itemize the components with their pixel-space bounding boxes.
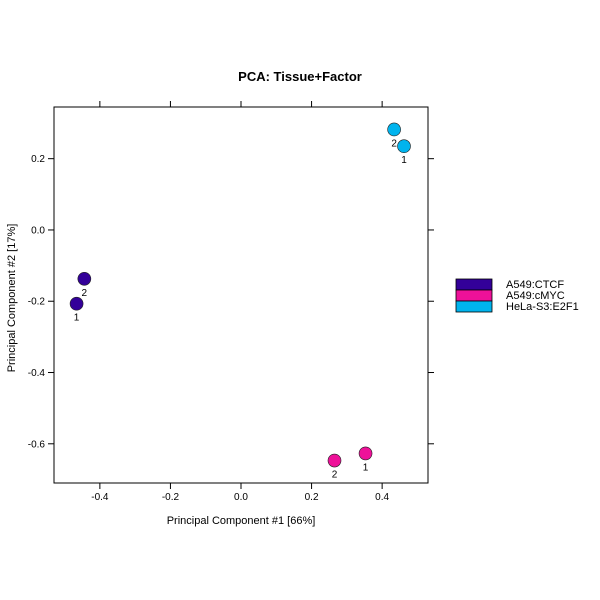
x-tick-label: -0.2 [162, 492, 180, 503]
point-label: 2 [82, 288, 88, 299]
point-label: 1 [74, 313, 80, 324]
point-label: 2 [332, 470, 338, 481]
point-label: 2 [391, 138, 397, 149]
scatter-point [77, 271, 92, 286]
legend-swatch [455, 300, 493, 313]
scatter-point [397, 139, 411, 154]
point-label: 1 [363, 462, 369, 473]
y-axis-ticks: -0.6 -0.4 -0.2 0.0 0.2 [28, 154, 434, 450]
x-tick-label: -0.4 [91, 492, 109, 503]
plot-frame [53, 106, 429, 484]
x-tick-label: 0.2 [305, 492, 319, 503]
legend-label: A549:cMYC [506, 290, 565, 302]
legend-swatch [455, 289, 493, 302]
plot-area: -0.4 -0.2 0.0 0.2 0.4 -0.6-0.4-0.20.00.2 121… [28, 101, 434, 503]
y-axis-label: Principal Component #2 [17%] [6, 224, 18, 373]
point-label: 1 [401, 155, 407, 166]
y-tick-label: -0.4 [28, 368, 46, 379]
scatter-point [358, 446, 373, 461]
legend-swatch [455, 278, 493, 291]
legend-label: A549:CTCF [506, 279, 564, 291]
legend-label: HeLa-S3:E2F1 [506, 301, 579, 313]
scatter-point [387, 122, 401, 137]
scatter-point [327, 453, 342, 468]
scatter-point [69, 296, 84, 311]
x-axis-ticks: -0.4 -0.2 0.0 0.2 0.4 [91, 101, 390, 503]
y-tick-label: -0.6 [28, 439, 46, 450]
chart-title: PCA: Tissue+Factor [238, 69, 362, 84]
y-tick-label: -0.2 [28, 297, 46, 308]
y-tick-label: 0.0 [31, 225, 45, 236]
x-tick-label: 0.4 [375, 492, 389, 503]
y-tick-label: 0.2 [31, 154, 45, 165]
x-tick-label: 0.0 [234, 492, 248, 503]
x-axis-label: Principal Component #1 [66%] [167, 515, 316, 527]
